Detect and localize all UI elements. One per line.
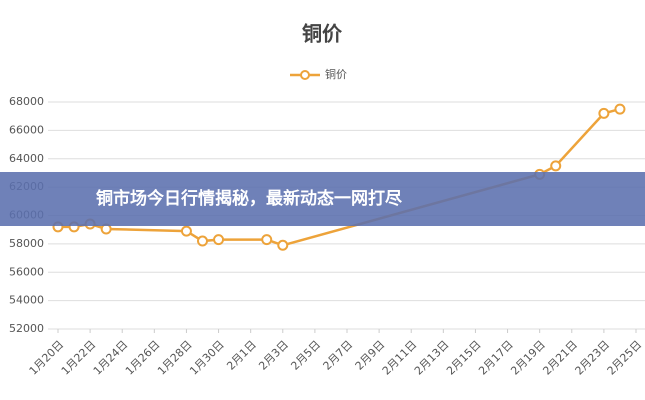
x-tick-label: 1月20日 bbox=[27, 338, 67, 378]
banner-text: 铜市场今日行情揭秘，最新动态一网打尽 bbox=[96, 188, 403, 209]
y-tick-label: 58000 bbox=[9, 237, 44, 250]
x-tick-label: 2月25日 bbox=[605, 338, 645, 378]
y-tick-label: 68000 bbox=[9, 95, 44, 108]
y-tick-label: 52000 bbox=[9, 322, 44, 335]
data-point bbox=[550, 160, 562, 172]
data-point bbox=[213, 234, 225, 246]
x-tick-label: 2月23日 bbox=[573, 338, 613, 378]
data-point bbox=[180, 225, 192, 237]
x-tick-label: 2月11日 bbox=[380, 338, 420, 378]
data-point bbox=[197, 235, 208, 247]
y-tick-label: 56000 bbox=[9, 265, 44, 278]
x-tick-label: 2月5日 bbox=[288, 338, 323, 373]
x-tick-label: 2月15日 bbox=[444, 338, 484, 378]
x-tick-label: 2月1日 bbox=[224, 338, 259, 373]
data-point bbox=[598, 107, 610, 119]
x-tick-label: 1月28日 bbox=[155, 338, 195, 378]
x-tick-label: 1月30日 bbox=[187, 338, 227, 378]
x-tick-label: 1月24日 bbox=[91, 338, 131, 378]
x-tick-label: 2月19日 bbox=[508, 338, 548, 378]
x-tick-label: 1月22日 bbox=[59, 338, 99, 378]
data-point bbox=[261, 234, 273, 246]
y-tick-label: 66000 bbox=[9, 123, 44, 136]
chart-title: 铜价 bbox=[302, 22, 343, 46]
x-tick-label: 2月13日 bbox=[412, 338, 452, 378]
banner-background bbox=[0, 172, 645, 226]
y-tick-label: 54000 bbox=[9, 294, 44, 307]
x-tick-label: 2月21日 bbox=[540, 338, 580, 378]
x-tick-label: 2月3日 bbox=[256, 338, 291, 373]
data-point bbox=[277, 239, 289, 251]
x-tick-label: 2月17日 bbox=[476, 338, 516, 378]
legend-label: 铜价 bbox=[325, 67, 347, 81]
x-tick-label: 1月26日 bbox=[123, 338, 163, 378]
data-point bbox=[614, 103, 626, 115]
y-tick-label: 64000 bbox=[9, 152, 44, 165]
legend-marker bbox=[300, 70, 310, 80]
x-tick-label: 2月7日 bbox=[321, 338, 356, 373]
